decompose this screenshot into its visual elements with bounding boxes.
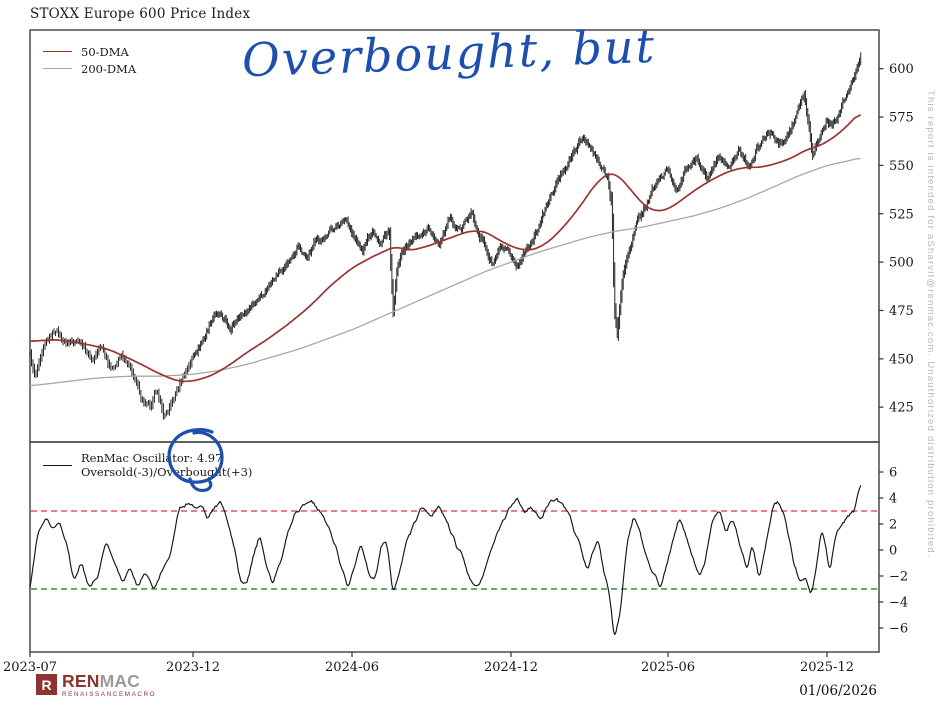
200dma-legend-label: 200-DMA <box>81 61 137 76</box>
oscillator-y-tick-label: −4 <box>889 595 908 610</box>
price-y-tick-label: 575 <box>889 111 914 126</box>
chart-title: STOXX Europe 600 Price Index <box>30 6 251 22</box>
oscillator-y-tick-label: 2 <box>889 517 897 532</box>
oscillator-y-tick-label: 4 <box>889 492 897 507</box>
renmac-subtitle: RENAISSANCEMACRO <box>62 691 157 698</box>
renmac-wordmark-mac: MAC <box>99 671 141 691</box>
report-date: 01/06/2026 <box>799 683 877 699</box>
legend-row-50dma: 50-DMA <box>43 43 136 60</box>
oscillator-legend-line2: Oversold(-3)/Overbought(+3) <box>81 464 253 479</box>
oscillator-y-tick-label: −2 <box>889 569 908 584</box>
price-y-tick-label: 600 <box>889 62 914 77</box>
price-legend: 50-DMA 200-DMA <box>43 43 136 77</box>
oscillator-y-tick-label: 0 <box>889 543 897 558</box>
renmac-logo-r: R <box>41 676 52 693</box>
oscillator-line <box>29 485 862 636</box>
oscillator-legend-text: RenMac Oscillator: 4.97 Oversold(-3)/Ove… <box>81 451 253 479</box>
price-y-tick-label: 450 <box>889 352 914 367</box>
renmac-logo-mark: R <box>36 674 57 695</box>
x-tick-label: 2025-12 <box>800 660 854 675</box>
x-tick-label: 2024-12 <box>484 660 538 675</box>
price-bars <box>29 52 862 420</box>
50dma-legend-label: 50-DMA <box>81 44 129 59</box>
x-tick-label: 2025-06 <box>641 660 695 675</box>
renmac-logo-text: RENMAC RENAISSANCEMACRO <box>62 672 157 699</box>
price-y-tick-label: 425 <box>889 401 914 416</box>
200dma-line <box>29 157 861 387</box>
x-tick-label: 2023-12 <box>166 660 220 675</box>
50dma-line <box>30 113 862 383</box>
renmac-logo: R RENMAC RENAISSANCEMACRO <box>36 672 156 698</box>
oscillator-y-tick-label: 6 <box>889 466 897 481</box>
renmac-wordmark-ren: REN <box>62 671 100 691</box>
oscillator-legend-line1: RenMac Oscillator: 4.97 <box>81 451 223 465</box>
x-tick-label: 2024-06 <box>325 660 379 675</box>
oscillator-legend: RenMac Oscillator: 4.97 Oversold(-3)/Ove… <box>43 451 253 479</box>
price-y-tick-label: 525 <box>889 207 914 222</box>
legend-row-200dma: 200-DMA <box>43 60 136 77</box>
price-y-tick-label: 475 <box>889 304 914 319</box>
price-y-tick-label: 550 <box>889 159 914 174</box>
oscillator-y-tick-label: −6 <box>889 621 908 636</box>
200dma-line-sample <box>43 68 72 69</box>
50dma-line-sample <box>43 51 72 52</box>
watermark-text: This report is intended for aSharvit@ren… <box>925 90 936 558</box>
x-tick-label: 2023-07 <box>3 660 57 675</box>
price-y-tick-label: 500 <box>889 256 914 271</box>
oscillator-panel-frame <box>29 441 880 653</box>
renmac-wordmark: RENMAC <box>62 672 156 691</box>
oscillator-line-sample <box>43 465 72 466</box>
